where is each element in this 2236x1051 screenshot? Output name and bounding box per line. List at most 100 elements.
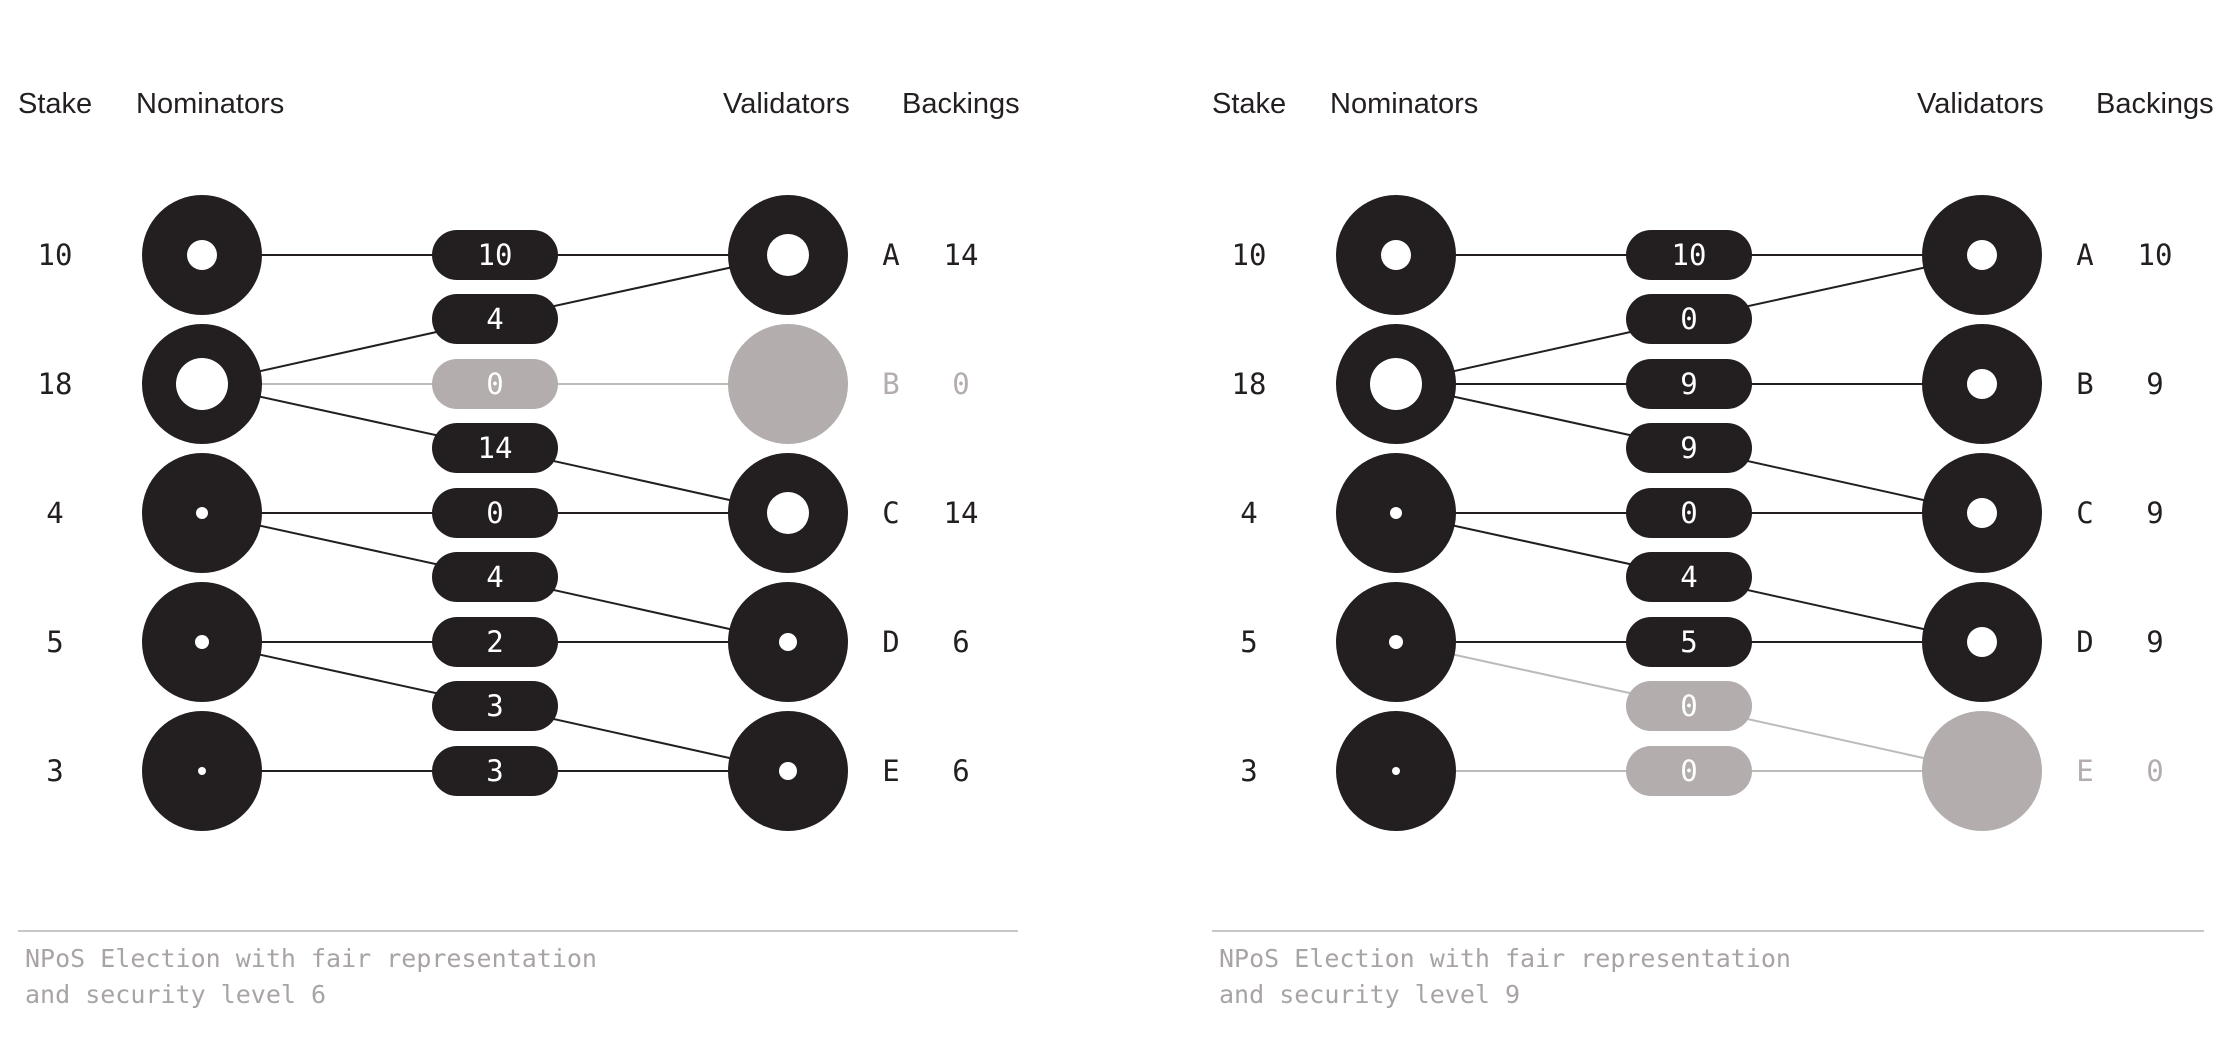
- header-nominators: Nominators: [136, 88, 284, 120]
- pill-shape: [1626, 746, 1752, 796]
- edge-weight-pill: 0: [1626, 488, 1752, 538]
- validator-circle: [1922, 711, 2042, 831]
- validator-node: [728, 195, 848, 315]
- nominator-stake: 4: [1240, 496, 1257, 530]
- validator-node: [728, 453, 848, 573]
- pill-value: 0: [1680, 754, 1697, 788]
- pill-value: 0: [486, 367, 503, 401]
- nominator-node: [142, 195, 262, 315]
- pill-value: 9: [1680, 431, 1697, 465]
- nominator-stake: 18: [1232, 367, 1267, 401]
- validator-hole: [767, 492, 809, 534]
- pill-value: 4: [486, 302, 503, 336]
- validator-hole: [779, 762, 797, 780]
- validator-node: [1922, 453, 2042, 573]
- validator-label: D: [882, 625, 899, 659]
- validator-node: [1922, 324, 2042, 444]
- pill-value: 2: [486, 625, 503, 659]
- validator-backing: 6: [952, 754, 969, 788]
- nominator-stake: 3: [46, 754, 63, 788]
- nominator-node: [142, 324, 262, 444]
- nominator-hole: [195, 635, 209, 649]
- validator-label: B: [2076, 367, 2093, 401]
- edge-weight-pill: 4: [432, 294, 558, 344]
- pill-shape: [432, 230, 558, 280]
- validator-label: C: [2076, 496, 2093, 530]
- edge-weight-pill: 5: [1626, 617, 1752, 667]
- validator-node: [728, 582, 848, 702]
- header-backings: Backings: [902, 88, 1020, 120]
- validator-backing: 0: [952, 367, 969, 401]
- edge-weight-pill: 4: [1626, 552, 1752, 602]
- validator-node: [728, 324, 848, 444]
- nominator-stake: 4: [46, 496, 63, 530]
- pill-shape: [432, 681, 558, 731]
- pill-value: 10: [478, 238, 513, 272]
- pill-shape: [1626, 552, 1752, 602]
- validator-hole: [1967, 627, 1997, 657]
- pill-shape: [1626, 681, 1752, 731]
- pill-shape: [432, 294, 558, 344]
- nominator-stake: 10: [1232, 238, 1267, 272]
- nominator-node: [1336, 195, 1456, 315]
- pill-shape: [432, 746, 558, 796]
- validator-node: [1922, 711, 2042, 831]
- pill-shape: [432, 488, 558, 538]
- nominator-hole: [1381, 240, 1411, 270]
- edge-weight-pill: 2: [432, 617, 558, 667]
- caption-line-2: and security level 9: [1219, 980, 1520, 1009]
- header-stake: Stake: [1212, 88, 1286, 120]
- pill-shape: [432, 359, 558, 409]
- validator-backing: 9: [2146, 367, 2163, 401]
- pill-value: 0: [1680, 689, 1697, 723]
- pill-value: 3: [486, 754, 503, 788]
- validator-backing: 0: [2146, 754, 2163, 788]
- pill-shape: [432, 423, 558, 473]
- nominator-stake: 5: [1240, 625, 1257, 659]
- nominator-hole: [1370, 358, 1422, 410]
- header-backings: Backings: [2096, 88, 2214, 120]
- validator-backing: 10: [2138, 238, 2173, 272]
- nominator-hole: [198, 767, 206, 775]
- edge-weight-pill: 9: [1626, 359, 1752, 409]
- nominator-stake: 3: [1240, 754, 1257, 788]
- nominator-stake: 10: [38, 238, 73, 272]
- nominator-node: [1336, 453, 1456, 573]
- pill-shape: [1626, 359, 1752, 409]
- nominator-stake: 18: [38, 367, 73, 401]
- header-validators: Validators: [723, 88, 850, 120]
- validator-label: E: [2076, 754, 2093, 788]
- pill-shape: [1626, 294, 1752, 344]
- election-panel-1: Stake Nominators Validators Backings 10 18 4 5 3…: [18, 88, 1020, 1009]
- pill-shape: [1626, 230, 1752, 280]
- header-nominators: Nominators: [1330, 88, 1478, 120]
- pill-value: 0: [1680, 302, 1697, 336]
- pill-shape: [432, 617, 558, 667]
- nominator-hole: [196, 507, 208, 519]
- pill-value: 4: [1680, 560, 1697, 594]
- validator-hole: [1967, 369, 1997, 399]
- edge-weight-pill: 10: [1626, 230, 1752, 280]
- pill-value: 5: [1680, 625, 1697, 659]
- edge-weight-pill: 0: [432, 359, 558, 409]
- validator-node: [1922, 195, 2042, 315]
- nominator-node: [1336, 711, 1456, 831]
- validator-backing: 9: [2146, 625, 2163, 659]
- validator-backing: 14: [944, 238, 979, 272]
- edge-weight-pill: 10: [432, 230, 558, 280]
- edge-weight-pill: 9: [1626, 423, 1752, 473]
- header-validators: Validators: [1917, 88, 2044, 120]
- pill-value: 9: [1680, 367, 1697, 401]
- caption-line-2: and security level 6: [25, 980, 326, 1009]
- validator-hole: [779, 633, 797, 651]
- pill-shape: [1626, 617, 1752, 667]
- pill-value: 0: [1680, 496, 1697, 530]
- caption-line-1: NPoS Election with fair representation: [25, 944, 597, 973]
- validator-backing: 9: [2146, 496, 2163, 530]
- pill-value: 4: [486, 560, 503, 594]
- edge-weight-pill: 0: [1626, 294, 1752, 344]
- pill-value: 0: [486, 496, 503, 530]
- pill-value: 14: [478, 431, 513, 465]
- validator-label: D: [2076, 625, 2093, 659]
